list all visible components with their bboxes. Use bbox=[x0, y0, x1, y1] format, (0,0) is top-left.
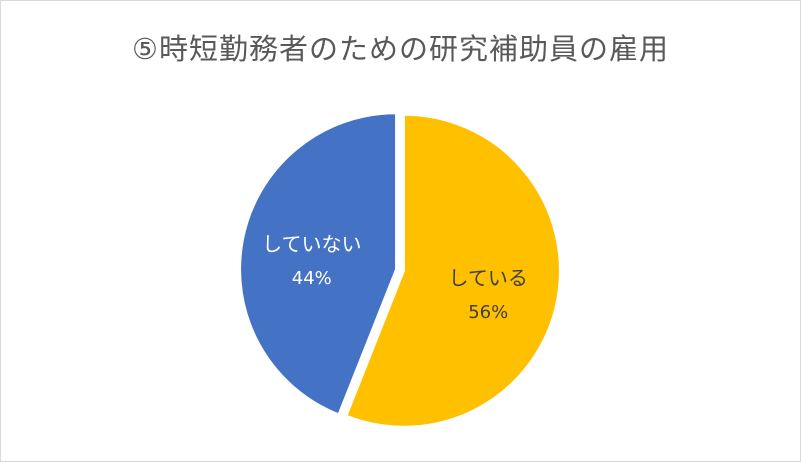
chart-title: ⑤時短勤務者のための研究補助員の雇用 bbox=[132, 32, 669, 66]
pie-slice-1 bbox=[239, 112, 398, 416]
slice-value-label-0: 56% bbox=[468, 302, 508, 323]
pie-slices bbox=[239, 112, 561, 428]
slice-value-label-1: 44% bbox=[292, 268, 332, 289]
slice-label-0: している bbox=[449, 266, 528, 290]
slice-label-1: していない bbox=[262, 232, 361, 256]
pie-data-labels: している 56% していない 44% bbox=[262, 232, 528, 323]
pie-slice-0 bbox=[345, 113, 561, 428]
